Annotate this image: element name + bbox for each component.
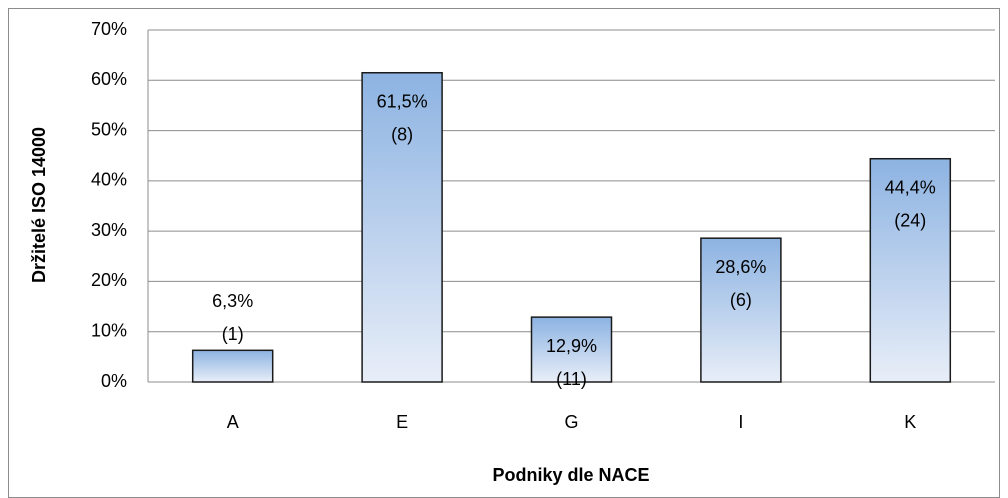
bar: [700, 237, 782, 383]
bar: [361, 71, 443, 383]
value-label: 61,5%: [377, 91, 428, 111]
x-tick-label: E: [396, 412, 408, 432]
value-label: 28,6%: [715, 257, 766, 277]
y-tick-label: 60%: [91, 69, 127, 89]
count-label: (1): [222, 324, 244, 344]
y-tick-label: 10%: [91, 320, 127, 340]
bar: [869, 157, 952, 383]
chart-border: [8, 8, 1000, 498]
x-tick-label: G: [564, 412, 578, 432]
value-label: 12,9%: [546, 336, 597, 356]
count-label: (24): [894, 210, 926, 230]
y-tick-label: 20%: [91, 270, 127, 290]
y-tick-label: 70%: [91, 19, 127, 39]
count-label: (11): [556, 369, 587, 389]
y-tick-label: 0%: [101, 371, 127, 391]
x-tick-label: K: [904, 412, 916, 432]
x-axis-title: Podniky dle NACE: [492, 465, 649, 485]
x-tick-label: I: [738, 412, 743, 432]
bar: [530, 316, 613, 383]
value-label: 6,3%: [212, 291, 253, 311]
count-label: (8): [391, 124, 413, 144]
y-tick-label: 30%: [91, 220, 127, 240]
y-tick-label: 50%: [91, 119, 127, 139]
y-axis-title: Držitelé ISO 14000: [29, 127, 49, 283]
value-label: 44,4%: [885, 177, 936, 197]
count-label: (6): [730, 290, 752, 310]
bar: [191, 349, 274, 383]
y-tick-label: 40%: [91, 170, 127, 190]
x-tick-label: A: [227, 412, 239, 432]
